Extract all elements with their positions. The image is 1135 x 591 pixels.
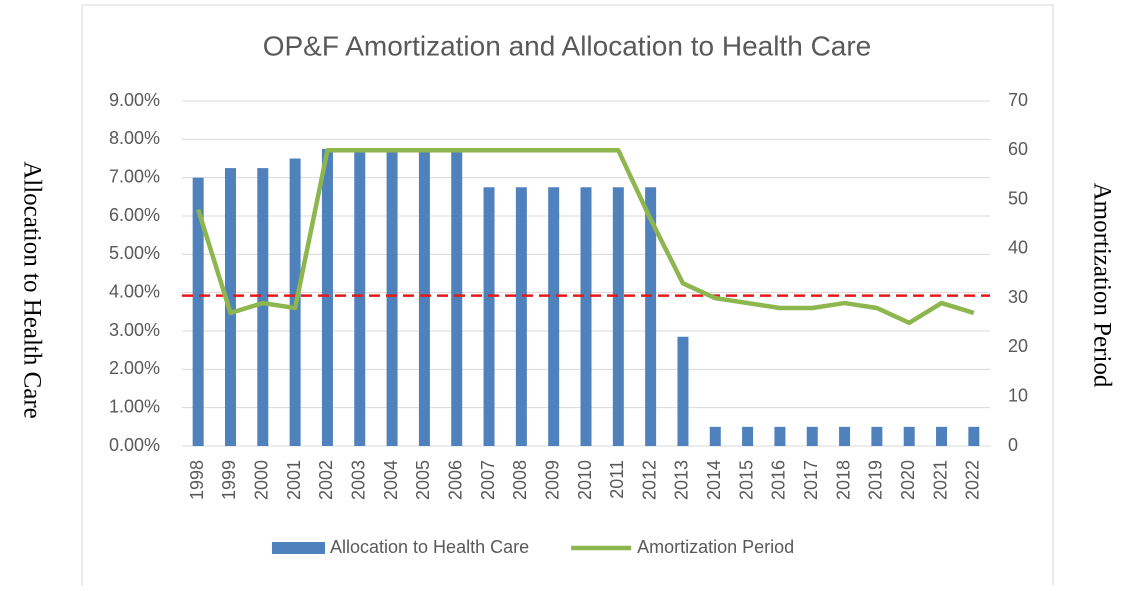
y2-tick-label: 60	[1008, 139, 1028, 159]
x-tick-label: 2021	[930, 460, 950, 500]
x-tick-label: 2014	[704, 460, 724, 500]
x-tick-label: 2004	[381, 460, 401, 500]
chart-title: OP&F Amortization and Allocation to Heal…	[263, 30, 872, 61]
bar	[451, 148, 463, 446]
bar	[903, 426, 915, 446]
bar	[192, 177, 204, 446]
x-tick-label: 2019	[866, 460, 886, 500]
bar	[354, 148, 366, 446]
bar	[871, 426, 883, 446]
y2-axis-title: Amortization Period	[1088, 183, 1115, 388]
bar	[645, 187, 657, 446]
x-tick-label: 2006	[445, 460, 465, 500]
y2-tick-label: 50	[1008, 188, 1028, 208]
x-tick-label: 2002	[316, 460, 336, 500]
bar	[968, 426, 980, 446]
y2-tick-label: 10	[1008, 385, 1028, 405]
bar	[742, 426, 754, 446]
bar	[806, 426, 818, 446]
y2-tick-label: 0	[1008, 435, 1018, 455]
y2-tick-label: 70	[1008, 90, 1028, 110]
bar	[483, 187, 495, 446]
x-tick-label: 2022	[963, 460, 983, 500]
x-tick-label: 2011	[607, 460, 627, 499]
y-tick-label: 4.00%	[109, 281, 160, 301]
bar	[548, 187, 560, 446]
x-tick-label: 2016	[769, 460, 789, 500]
x-tick-label: 2020	[898, 460, 918, 500]
bar	[257, 168, 269, 447]
y-tick-label: 1.00%	[109, 396, 160, 416]
bar	[321, 148, 333, 446]
y-tick-label: 7.00%	[109, 166, 160, 186]
y2-tick-label: 20	[1008, 336, 1028, 356]
bar	[709, 426, 721, 446]
x-tick-label: 2012	[639, 460, 659, 500]
chart-frame	[81, 4, 1054, 591]
x-tick-label: 2013	[672, 460, 692, 500]
x-tick-label: 2015	[736, 460, 756, 500]
legend-label: Amortization Period	[637, 537, 794, 557]
y-axis-title: Allocation to Health Care	[18, 161, 45, 419]
x-tick-label: 2018	[833, 460, 853, 500]
bar	[612, 187, 624, 446]
x-tick-label: 2005	[413, 460, 433, 500]
y-tick-label: 3.00%	[109, 320, 160, 340]
y-tick-label: 6.00%	[109, 205, 160, 225]
y-tick-label: 2.00%	[109, 358, 160, 378]
x-tick-label: 2001	[284, 460, 304, 500]
bar	[774, 426, 786, 446]
bar	[677, 336, 689, 446]
x-tick-label: 2008	[510, 460, 530, 500]
bar	[580, 187, 592, 446]
bar	[839, 426, 851, 446]
x-tick-label: 2009	[542, 460, 562, 500]
y2-tick-label: 40	[1008, 238, 1028, 258]
line	[196, 148, 975, 326]
x-tick-label: 2000	[252, 460, 272, 500]
y2-tick-label: 30	[1008, 287, 1028, 307]
y-tick-label: 0.00%	[109, 435, 160, 455]
y-tick-label: 8.00%	[109, 128, 160, 148]
bar	[386, 148, 398, 446]
bar	[418, 148, 430, 446]
bar	[515, 187, 527, 446]
x-tick-label: 2017	[801, 460, 821, 500]
y-tick-label: 5.00%	[109, 243, 160, 263]
x-tick-label: 2003	[349, 460, 369, 500]
legend-label: Allocation to Health Care	[330, 537, 529, 557]
legend-swatch	[272, 542, 325, 554]
x-tick-label: 1999	[219, 460, 239, 500]
x-tick-label: 2007	[478, 460, 498, 500]
bar	[936, 426, 948, 446]
y-tick-label: 9.00%	[109, 90, 160, 110]
x-tick-label: 2010	[575, 460, 595, 500]
x-tick-label: 1998	[187, 460, 207, 500]
